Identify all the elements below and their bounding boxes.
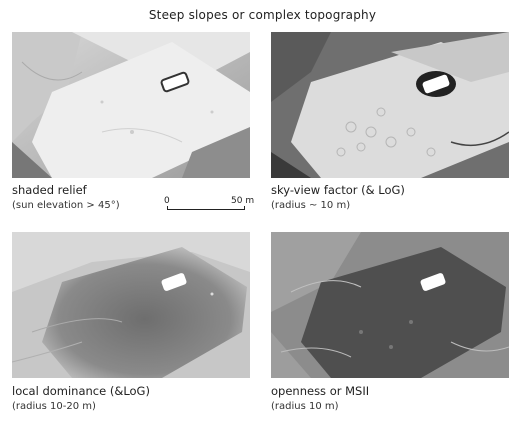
shaded-relief-image [12,32,250,178]
openness-msii-image [271,232,509,378]
panel-4-caption: openness or MSII [271,384,370,398]
local-dominance-image [12,232,250,378]
panel-3-caption: local dominance (&LoG) [12,384,150,398]
panel-1-caption: shaded relief [12,183,87,197]
panel-4-subcaption: (radius 10 m) [271,401,339,412]
panel-1-subcaption: (sun elevation > 45°) [12,200,120,211]
figure-title: Steep slopes or complex topography [148,8,377,22]
panel-3-subcaption: (radius 10-20 m) [12,401,96,412]
scale-bar-line [167,206,245,210]
panel-2-subcaption: (radius ~ 10 m) [271,200,351,211]
panel-2-caption: sky-view factor (& LoG) [271,183,405,197]
sky-view-factor-image [271,32,509,178]
scale-bar-end: 50 m [231,196,255,206]
scale-bar: 0 50 m [163,196,255,216]
scale-bar-start: 0 [164,196,170,206]
